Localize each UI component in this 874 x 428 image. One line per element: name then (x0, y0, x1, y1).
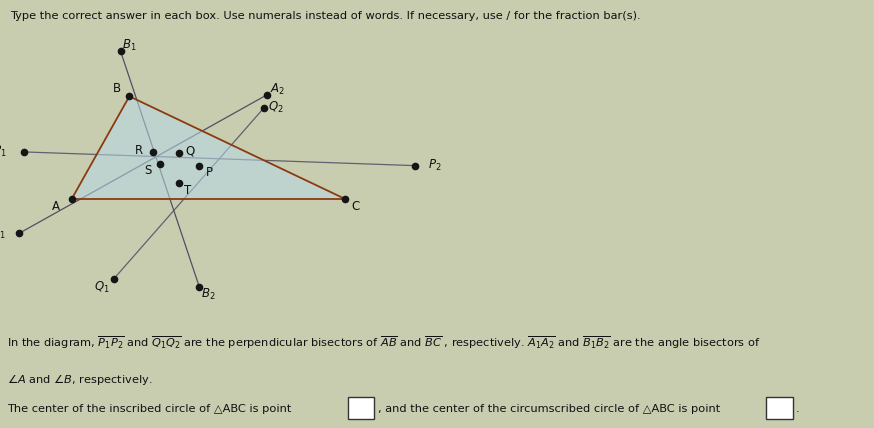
Text: $A_1$: $A_1$ (0, 226, 6, 241)
Text: $\angle A$ and $\angle B$, respectively.: $\angle A$ and $\angle B$, respectively. (7, 372, 153, 387)
Text: $P_1$: $P_1$ (0, 144, 7, 160)
Text: P: P (206, 166, 213, 178)
Text: $B_2$: $B_2$ (201, 287, 215, 302)
FancyBboxPatch shape (766, 397, 793, 419)
Text: $A_2$: $A_2$ (269, 82, 285, 98)
Text: $B_1$: $B_1$ (122, 38, 136, 53)
Text: .: . (795, 404, 799, 414)
Text: $P_2$: $P_2$ (427, 158, 441, 173)
Text: $Q_1$: $Q_1$ (94, 280, 109, 295)
Text: C: C (351, 200, 360, 213)
Text: B: B (113, 82, 121, 95)
Text: Type the correct answer in each box. Use numerals instead of words. If necessary: Type the correct answer in each box. Use… (10, 11, 642, 21)
Text: S: S (144, 164, 151, 177)
Text: In the diagram, $\overline{P_1P_2}$ and $\overline{Q_1Q_2}$ are the perpendicula: In the diagram, $\overline{P_1P_2}$ and … (7, 334, 760, 351)
Text: R: R (135, 144, 143, 157)
Text: T: T (184, 184, 191, 196)
Polygon shape (72, 96, 345, 199)
Text: The center of the inscribed circle of △ABC is point: The center of the inscribed circle of △A… (7, 404, 291, 414)
Text: Q: Q (185, 144, 194, 157)
Text: , and the center of the circumscribed circle of △ABC is point: , and the center of the circumscribed ci… (378, 404, 720, 414)
FancyBboxPatch shape (348, 397, 374, 419)
Text: A: A (52, 200, 60, 213)
Text: $Q_2$: $Q_2$ (268, 100, 284, 116)
